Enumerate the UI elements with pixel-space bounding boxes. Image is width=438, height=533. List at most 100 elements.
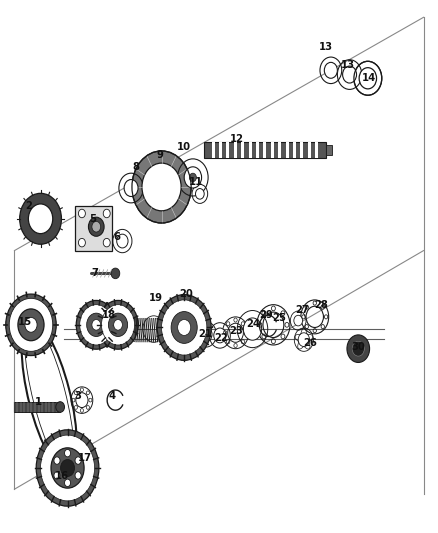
Circle shape [195,189,204,199]
Circle shape [189,173,196,182]
Circle shape [54,457,60,464]
Circle shape [359,68,377,89]
Circle shape [78,209,85,217]
Text: 13: 13 [318,42,332,52]
Text: 11: 11 [189,176,204,187]
Circle shape [352,341,364,356]
Text: 22: 22 [214,333,228,343]
Circle shape [244,318,261,340]
Circle shape [162,300,207,355]
Circle shape [200,327,212,342]
Circle shape [103,238,110,247]
Bar [286,142,289,158]
Bar [271,142,274,158]
Circle shape [75,457,81,464]
Bar [204,142,325,158]
Circle shape [87,313,106,336]
Bar [256,142,259,158]
Text: 24: 24 [246,319,260,329]
Bar [300,142,304,158]
Circle shape [80,305,113,345]
Circle shape [75,472,81,479]
Text: 6: 6 [113,232,120,243]
Circle shape [324,62,337,78]
Text: 26: 26 [304,338,318,349]
Circle shape [347,335,370,362]
Circle shape [124,180,138,197]
Circle shape [92,319,101,330]
Text: 19: 19 [149,293,163,303]
Bar [263,142,266,158]
Text: 29: 29 [259,310,273,320]
Text: 10: 10 [177,142,191,152]
Circle shape [294,316,303,326]
Text: 28: 28 [314,300,328,310]
Circle shape [178,319,191,335]
Circle shape [28,204,53,233]
Bar [234,142,237,158]
Text: 17: 17 [78,454,92,463]
Circle shape [142,163,181,211]
Circle shape [64,479,71,487]
Circle shape [343,66,357,83]
Circle shape [41,435,95,501]
Text: 5: 5 [89,214,96,224]
Text: 25: 25 [272,313,286,324]
Text: 16: 16 [54,471,68,481]
Bar [278,142,281,158]
Circle shape [171,312,197,343]
Text: 13: 13 [340,60,354,70]
Text: 2: 2 [25,200,32,211]
Circle shape [102,305,134,345]
Circle shape [51,448,84,488]
Text: 12: 12 [230,134,244,144]
Text: 9: 9 [157,150,164,160]
Text: 8: 8 [133,162,140,172]
Circle shape [56,402,64,413]
Bar [315,142,318,158]
Circle shape [6,294,56,356]
Text: 27: 27 [295,305,308,315]
Circle shape [157,295,211,360]
Circle shape [25,317,37,332]
Circle shape [76,301,116,349]
Text: 3: 3 [74,391,81,401]
Circle shape [103,209,110,217]
Bar [226,142,230,158]
Text: 14: 14 [362,72,376,83]
Circle shape [214,328,226,343]
Text: 20: 20 [180,289,193,299]
Bar [219,142,222,158]
Bar [14,402,60,413]
Text: 15: 15 [18,317,32,327]
Text: 18: 18 [102,310,117,320]
Circle shape [109,313,127,336]
Circle shape [18,309,44,341]
Text: 23: 23 [230,326,243,336]
Circle shape [36,430,99,506]
Bar [241,142,244,158]
Bar [249,142,252,158]
Text: 30: 30 [351,342,365,352]
Circle shape [98,301,138,349]
Circle shape [114,319,122,330]
Circle shape [184,167,201,188]
Circle shape [117,234,128,248]
Circle shape [20,193,61,244]
Text: 4: 4 [109,391,116,401]
Bar [308,142,311,158]
Circle shape [92,221,101,232]
Circle shape [9,298,53,351]
Circle shape [111,268,120,279]
Circle shape [298,333,310,346]
Text: 21: 21 [198,329,212,340]
Circle shape [60,459,74,477]
Circle shape [54,472,60,479]
Circle shape [78,238,85,247]
Text: 7: 7 [92,269,99,278]
Text: 1: 1 [35,397,42,407]
Circle shape [64,449,71,457]
Bar [75,206,113,251]
Bar [325,145,332,155]
Circle shape [132,151,191,223]
